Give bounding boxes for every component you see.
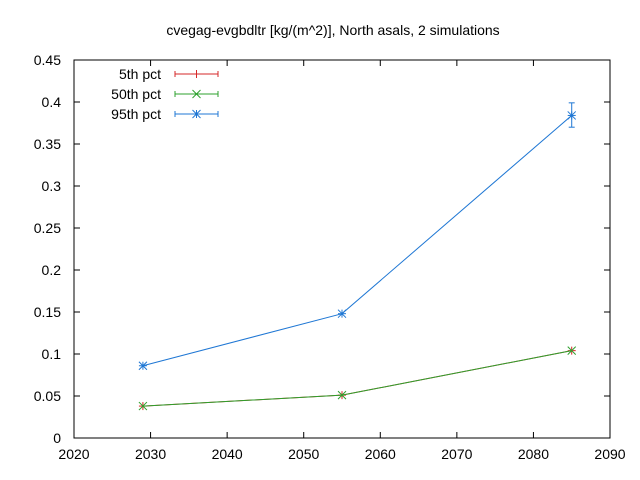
y-tick-label: 0 (53, 430, 61, 446)
y-tick-label: 0.3 (42, 178, 62, 194)
x-tick-label: 2020 (58, 446, 89, 462)
data-point-marker (337, 390, 347, 400)
data-point-marker (567, 111, 577, 120)
x-tick-label: 2080 (518, 446, 549, 462)
y-tick-label: 0.35 (34, 136, 61, 152)
y-tick-label: 0.25 (34, 220, 61, 236)
data-point-marker (192, 109, 201, 119)
y-tick-label: 0.15 (34, 304, 61, 320)
legend-label: 5th pct (119, 66, 161, 82)
data-point (138, 361, 148, 371)
series-95th-pct (138, 102, 577, 371)
legend-item: 50th pct (111, 86, 219, 102)
axes: 2020 2030 2040 2050 2060 2070 2080 2090 0 0.05 0.1… (34, 52, 626, 462)
series-line (142, 115, 573, 367)
data-point-marker (138, 401, 148, 411)
series-line (142, 350, 572, 407)
series-line (142, 350, 572, 407)
chart-title: cvegag-evgbdltr [kg/(m^2)], North asals,… (166, 22, 499, 38)
x-tick-label: 2050 (288, 446, 319, 462)
data-point (337, 309, 347, 319)
x-tick-label: 2040 (212, 446, 243, 462)
y-tick-label: 0.45 (34, 52, 61, 68)
legend-item: 95th pct (111, 106, 219, 122)
legend-marker (192, 70, 201, 78)
y-tick-label: 0.05 (34, 388, 61, 404)
series-layer (138, 102, 577, 411)
legend-label: 50th pct (111, 86, 161, 102)
data-point-marker (192, 89, 201, 99)
x-tick-label: 2090 (594, 446, 625, 462)
data-point-marker (567, 346, 577, 355)
x-tick-label: 2060 (365, 446, 396, 462)
x-tick-label: 2030 (135, 446, 166, 462)
y-tick-label: 0.4 (42, 94, 62, 110)
plot-frame (73, 59, 611, 439)
x-tick-label: 2070 (441, 446, 472, 462)
legend-item: 5th pct (119, 66, 219, 82)
data-point-marker (337, 309, 347, 319)
series-50th-pct (138, 346, 577, 411)
y-tick-label: 0.2 (42, 262, 62, 278)
data-point-marker (138, 361, 148, 371)
data-point (567, 346, 577, 355)
legend-marker (192, 89, 201, 99)
legend-marker (192, 109, 201, 119)
legend-label: 95th pct (111, 106, 161, 122)
series-5th-pct (138, 346, 576, 411)
data-point (138, 401, 148, 411)
legend: 5th pct 50th pct 95th pct (111, 66, 219, 122)
data-point (337, 390, 347, 400)
data-point (567, 111, 577, 120)
y-tick-label: 0.1 (42, 346, 62, 362)
